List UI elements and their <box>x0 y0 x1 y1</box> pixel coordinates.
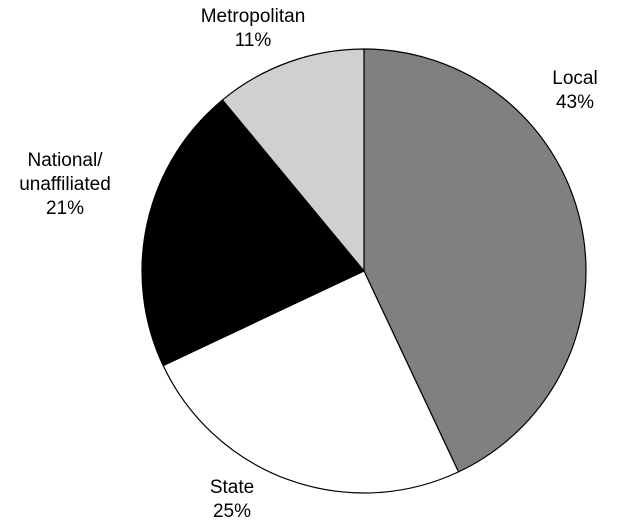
pie-label-national-unaffiliated: National/unaffiliated 21% <box>19 150 111 219</box>
pie-labels: Local 43% State 25% National/unaffiliated 21%… <box>19 6 597 522</box>
pie-label-name: unaffiliated <box>19 174 111 195</box>
pie-slice-local <box>363 48 587 473</box>
pie-label-percent: 25% <box>213 501 251 522</box>
pie-label-percent: 11% <box>235 30 272 51</box>
pie-label-metropolitan: Metropolitan 11% <box>201 6 306 51</box>
pie-slice-state <box>162 270 460 494</box>
pie-label-name: Metropolitan <box>201 6 306 27</box>
pie-label-name: National/ <box>28 150 104 171</box>
pie-slice-metropolitan <box>221 48 365 272</box>
pie-label-name: State <box>210 477 254 498</box>
pie-label-state: State 25% <box>210 477 254 522</box>
pie-slices <box>141 48 587 494</box>
pie-label-local: Local 43% <box>552 68 597 113</box>
pie-label-percent: 43% <box>556 92 594 113</box>
pie-label-percent: 21% <box>46 198 84 219</box>
pie-slice-national-unaffiliated <box>141 99 365 367</box>
pie-label-name: Local <box>552 68 597 89</box>
